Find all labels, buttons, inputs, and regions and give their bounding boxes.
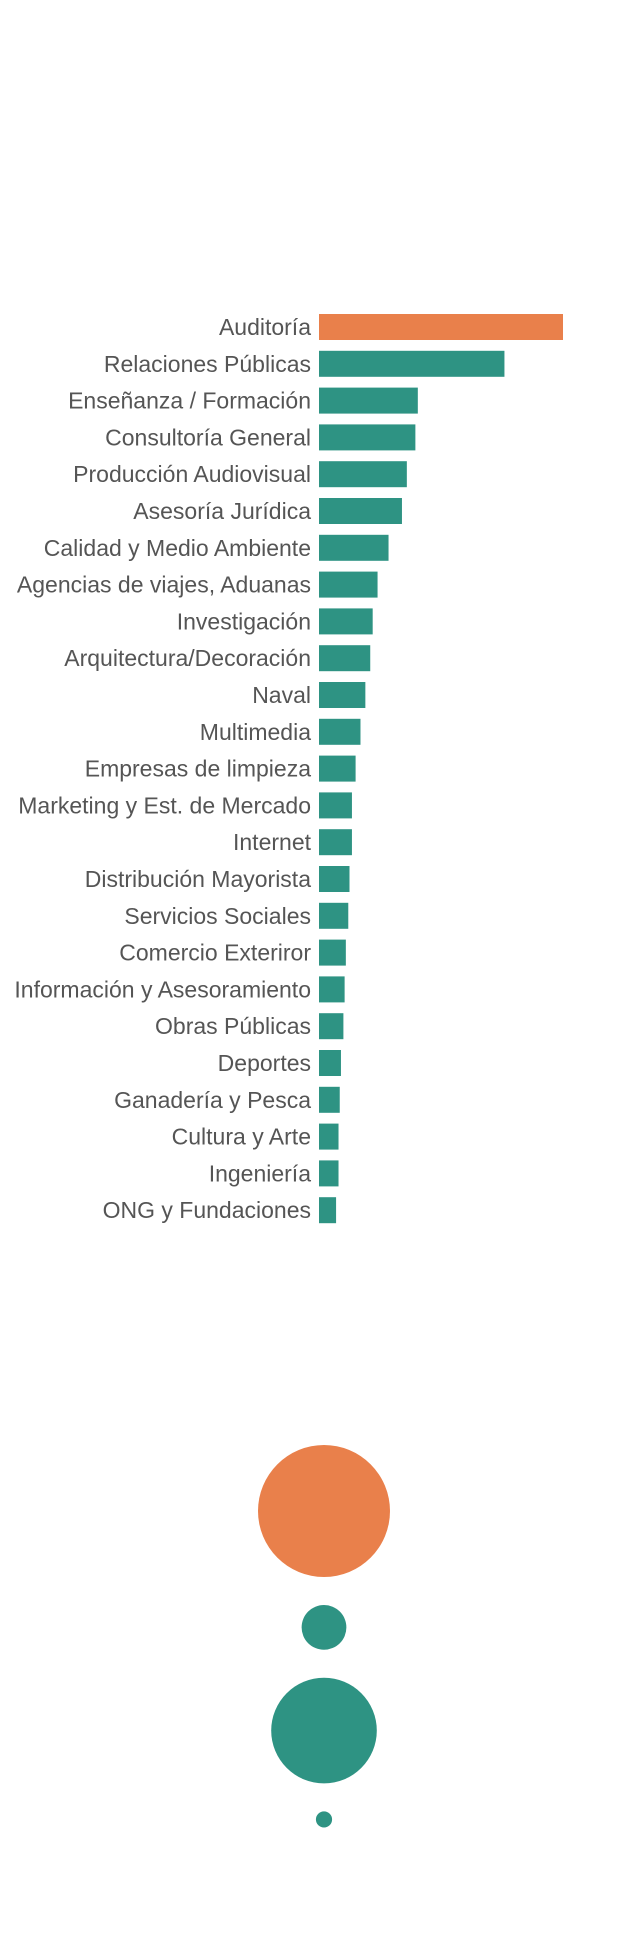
bubble xyxy=(315,1811,333,1828)
bubble xyxy=(258,1445,390,1577)
bar xyxy=(319,755,356,782)
bar xyxy=(319,792,352,819)
bar xyxy=(319,571,378,598)
bar xyxy=(319,534,389,561)
bar xyxy=(319,314,563,340)
bar xyxy=(319,682,366,708)
category-label: Naval xyxy=(252,682,311,708)
bar xyxy=(319,1123,339,1150)
bar xyxy=(319,498,402,524)
bar-chart: Auditoría Relaciones Públicas Enseñanza / … xyxy=(14,314,563,1224)
bar xyxy=(319,387,418,414)
category-label: Ingeniería xyxy=(209,1160,312,1186)
category-label: Auditoría xyxy=(219,314,311,340)
category-label: Consultoría General xyxy=(105,424,311,450)
category-label: Distribución Mayorista xyxy=(85,866,311,892)
category-label: Internet xyxy=(233,829,312,855)
bar xyxy=(319,976,345,1003)
bar xyxy=(319,608,373,635)
bar xyxy=(319,1050,341,1076)
category-label: Obras Públicas xyxy=(155,1013,311,1039)
bar xyxy=(319,866,350,892)
category-label: Arquitectura/Decoración xyxy=(64,645,311,671)
bar xyxy=(319,1086,340,1113)
category-label: Calidad y Medio Ambiente xyxy=(44,535,311,561)
bar xyxy=(319,350,505,377)
bubble xyxy=(301,1605,347,1650)
category-label: Servicios Sociales xyxy=(124,903,311,929)
category-label: Cultura y Arte xyxy=(172,1124,311,1150)
category-label: Comercio Exteriror xyxy=(119,940,311,966)
bubble-chart xyxy=(258,1445,390,1828)
category-label: Producción Audiovisual xyxy=(73,461,311,487)
bar xyxy=(319,902,349,929)
category-label: Empresas de limpieza xyxy=(85,756,311,782)
category-label: Ganadería y Pesca xyxy=(114,1087,311,1113)
bar xyxy=(319,1197,337,1224)
category-label: Relaciones Públicas xyxy=(104,351,311,377)
bar xyxy=(319,718,361,745)
bar xyxy=(319,645,371,672)
category-label: Asesoría Jurídica xyxy=(133,498,311,524)
bar xyxy=(319,939,346,966)
bar xyxy=(319,829,352,856)
bubble xyxy=(271,1677,377,1784)
bar xyxy=(319,1013,344,1040)
category-label: Marketing y Est. de Mercado xyxy=(18,792,311,818)
bar xyxy=(319,461,407,488)
category-label: Información y Asesoramiento xyxy=(14,976,311,1002)
category-label: Deportes xyxy=(218,1050,311,1076)
category-label: Multimedia xyxy=(200,719,311,745)
category-label: Agencias de viajes, Aduanas xyxy=(17,572,311,598)
category-label: Enseñanza / Formación xyxy=(68,388,311,414)
category-label: ONG y Fundaciones xyxy=(103,1197,311,1223)
bar xyxy=(319,1160,339,1187)
bar xyxy=(319,424,416,451)
category-label: Investigación xyxy=(177,608,311,634)
